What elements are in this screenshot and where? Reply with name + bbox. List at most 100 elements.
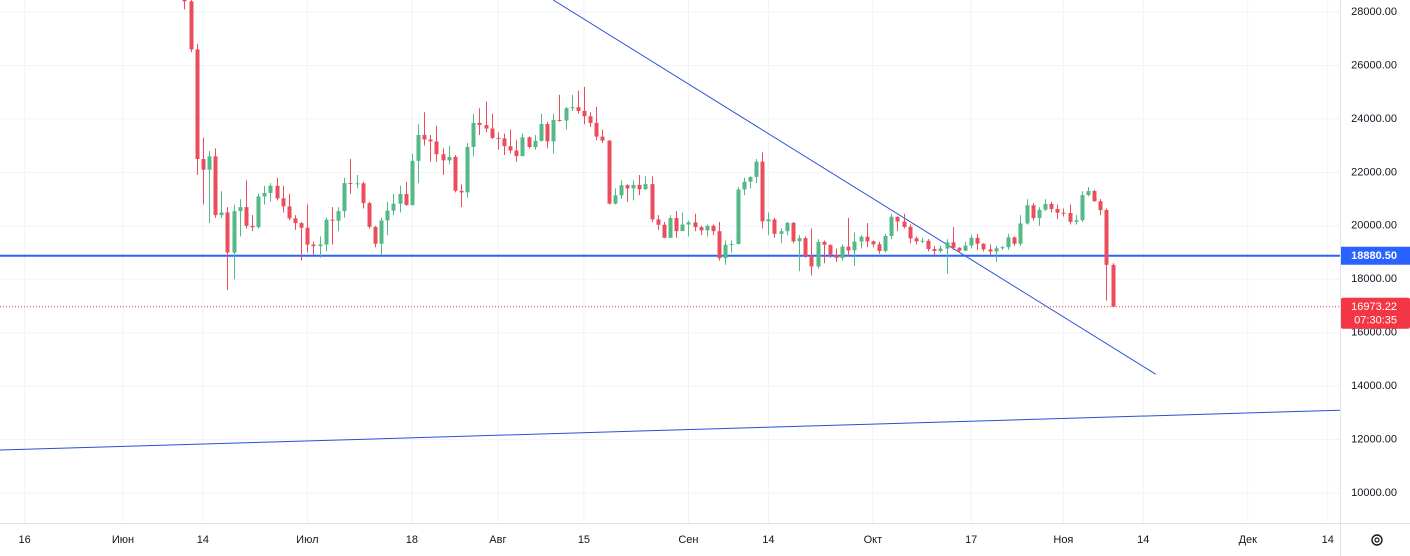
candle-body <box>490 128 495 138</box>
candle-body <box>791 222 796 242</box>
candle-body <box>625 185 630 189</box>
x-tick-label: Окт <box>864 534 883 546</box>
candle-body <box>1000 247 1005 249</box>
candle-body <box>889 216 894 236</box>
candle-body <box>975 237 980 244</box>
candle-body <box>705 225 710 231</box>
candle-body <box>557 119 562 121</box>
candle-body <box>852 241 857 251</box>
candle-body <box>994 248 999 252</box>
candle-body <box>613 195 618 204</box>
candle-body <box>367 203 372 227</box>
candle-body <box>398 194 403 204</box>
candle-body <box>779 231 784 234</box>
x-tick-label: 15 <box>578 534 590 546</box>
candle-body <box>268 185 273 193</box>
candle-body <box>484 125 489 129</box>
candle-body <box>244 207 249 226</box>
candle-body <box>305 227 310 245</box>
candle-body <box>428 139 433 142</box>
x-tick-label: Ноя <box>1053 534 1073 546</box>
candle-body <box>477 122 482 126</box>
candle-body <box>723 244 728 259</box>
candle-body <box>662 224 667 238</box>
candle-body <box>533 140 538 147</box>
candle-body <box>373 226 378 244</box>
candle-body <box>330 219 335 221</box>
candle-body <box>1055 208 1060 213</box>
last-price-label-bg <box>1341 297 1410 329</box>
candle-body <box>607 140 612 204</box>
candle-body <box>422 134 427 140</box>
candle-body <box>754 161 759 177</box>
candle-body <box>404 194 409 205</box>
candle-body <box>766 219 771 222</box>
candle-body <box>668 218 673 238</box>
axes: 10000.00 12000.00 14000.00 16000.00 18000.00… <box>18 6 1410 546</box>
y-tick-label: 22000.00 <box>1351 166 1397 178</box>
candle-body <box>650 184 655 220</box>
candle-body <box>232 211 237 253</box>
candle-body <box>846 246 851 251</box>
candle-body <box>379 220 384 244</box>
candle-body <box>355 183 360 185</box>
candle-body <box>520 137 525 157</box>
candle-body <box>840 246 845 258</box>
candle-body <box>189 1 194 50</box>
countdown-label: 07:30:35 <box>1354 315 1397 327</box>
candle-body <box>342 183 347 212</box>
candle-body <box>441 154 446 161</box>
candle-body <box>772 219 777 234</box>
candle-body <box>1080 195 1085 221</box>
candle-body <box>1086 191 1091 196</box>
candle-body <box>551 119 556 142</box>
candle-body <box>1043 203 1048 210</box>
candle-body <box>576 107 581 111</box>
candle-body <box>871 241 876 245</box>
candle-body <box>385 210 390 221</box>
candle-body <box>1068 212 1073 222</box>
settings-button[interactable] <box>1371 534 1383 546</box>
candle-body <box>729 243 734 245</box>
candle-body <box>828 244 833 255</box>
candle-body <box>803 238 808 256</box>
candle-body <box>1111 264 1116 307</box>
x-tick-label: Дек <box>1239 534 1258 546</box>
candle-body <box>834 254 839 258</box>
candle-body <box>391 203 396 211</box>
x-tick-label: Сен <box>678 534 698 546</box>
candle-body <box>637 184 642 190</box>
candle-body <box>256 196 261 228</box>
candle-body <box>459 190 464 193</box>
candle-body <box>643 184 648 190</box>
candle-body <box>502 138 507 147</box>
candle-body <box>883 235 888 251</box>
candle-body <box>348 183 353 185</box>
trend-line <box>0 409 1340 451</box>
candle-body <box>287 206 292 219</box>
candle-body <box>539 124 544 141</box>
candle-body <box>514 150 519 157</box>
candle-body <box>434 141 439 155</box>
candle-body <box>299 223 304 228</box>
candle-body <box>1025 205 1030 224</box>
candle-body <box>865 236 870 242</box>
candle-body <box>619 185 624 196</box>
candle-body <box>914 238 919 242</box>
candle-body <box>496 137 501 139</box>
candle-body <box>951 242 956 248</box>
trend-line <box>552 0 1156 375</box>
candle-body <box>1018 223 1023 244</box>
candle-body <box>932 249 937 251</box>
candle-body <box>822 241 827 245</box>
y-tick-label: 26000.00 <box>1351 59 1397 71</box>
candle-body <box>920 240 925 242</box>
x-tick-label: Авг <box>489 534 506 546</box>
candle-body <box>293 218 298 224</box>
candle-body <box>570 107 575 109</box>
y-tick-label: 10000.00 <box>1351 487 1397 499</box>
candle-body <box>736 189 741 244</box>
candle-body <box>988 249 993 252</box>
candle-body <box>816 241 821 267</box>
